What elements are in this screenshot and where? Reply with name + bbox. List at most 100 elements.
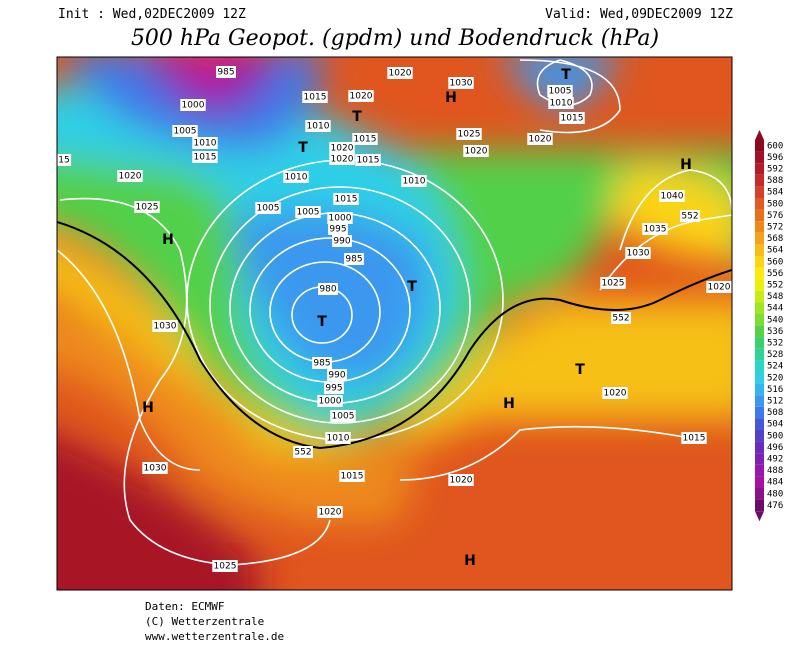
colorbar-label: 576 [767,211,783,221]
colorbar-label: 592 [767,165,783,175]
colorbar-swatch [755,395,764,407]
colorbar-label: 540 [767,315,783,325]
isobar-label: 15 [58,156,69,166]
colorbar-swatch [755,441,764,454]
isobar-label-box [255,202,281,214]
isobar-label: 985 [313,359,330,369]
isobar-label-box [302,91,328,103]
geopotential-field [57,57,732,590]
isobar-label: 1020 [331,144,354,154]
isobar-label-box [456,128,482,140]
isobar-label-box [57,154,72,166]
pressure-center: T [575,362,585,378]
isobar-label: 1020 [319,508,342,518]
colorbar-swatch [755,209,764,222]
isobar-label-box [134,201,160,213]
isobar-label-box [448,77,474,89]
isobar-label: 552 [681,212,698,222]
isobar-label: 1020 [604,389,627,399]
isobar-label: 980 [319,285,336,295]
pressure-center: H [142,400,154,416]
isobar-label-box [192,137,218,149]
colorbar-label: 588 [767,176,783,186]
isobar-label-box [327,369,347,381]
footer-source: Daten: ECMWF [145,600,224,613]
isobar-label: 1005 [549,87,572,97]
isobar-label-box [117,170,143,182]
isobar-label: 1020 [450,476,473,486]
isobar-label-box [680,210,700,222]
colorbar-label: 584 [767,188,783,198]
colorbar-swatch [755,267,764,280]
colorbar-label: 528 [767,350,783,360]
isobar-label: 990 [328,371,345,381]
isobar-label: 1015 [335,195,358,205]
isobar-label: 1015 [304,93,327,103]
isobar-label-box [330,410,356,422]
isobar-label: 1020 [119,172,142,182]
isobar-label-box [329,153,355,165]
colorbar-swatch [755,348,764,361]
isobar-label: 990 [333,237,350,247]
pressure-center: T [298,140,308,156]
isobar-label: 1035 [644,225,667,235]
colorbar-swatch [755,174,764,187]
colorbar: 6005965925885845805765725685645605565525… [755,130,783,522]
colorbar-swatch [755,383,764,396]
isobar-label-box [305,120,331,132]
isobar-label-box [142,462,168,474]
colorbar-label: 504 [767,420,783,430]
isobar-label: 1020 [529,135,552,145]
isobar-label-box [212,560,238,572]
colorbar-swatch [755,221,764,233]
isobar-label: 1030 [450,79,473,89]
isobar-label-box [348,90,374,102]
colorbar-swatch [755,290,764,303]
isobar-label-box [332,235,352,247]
isobar-label: 1005 [257,204,280,214]
isobar-label: 1020 [331,155,354,165]
isobar-label: 1010 [307,122,330,132]
isobar-label: 995 [329,225,346,235]
colorbar-label: 572 [767,223,783,233]
colorbar-swatch [755,198,764,210]
colorbar-swatch [755,430,764,442]
isobars [57,59,732,566]
map-frame [56,56,733,591]
isobar-label: 1015 [341,472,364,482]
isobar-label-box [681,432,707,444]
isobar-label-box [355,154,381,166]
isobar-label: 1020 [350,92,373,102]
isobar-label-box [659,190,685,202]
colorbar-label: 492 [767,455,783,465]
isobar-label: 985 [217,68,234,78]
isobar-label-box [324,382,344,394]
map-labels: 985100010051010101510201025H1030H1030102… [57,66,732,572]
pressure-center: T [561,67,571,83]
isobar-label-box [318,283,338,295]
colorbar-swatch [755,418,764,430]
isobar-label: 1030 [154,322,177,332]
isobar-label: 1020 [389,69,412,79]
footer-copyright: (C) Wetterzentrale [145,615,264,628]
isobar-label: 1010 [327,434,350,444]
isobar-label-box [625,247,651,259]
isobar-label: 1025 [136,203,159,213]
isobar-label: 1040 [661,192,684,202]
isobar-label-box [527,133,553,145]
isobar-label-box [317,395,343,407]
isobar-label-box [312,357,332,369]
isobar-label-box [216,66,236,78]
colorbar-label: 476 [767,501,783,511]
isobar-label: 1005 [332,412,355,422]
colorbar-swatch [755,453,764,465]
colorbar-swatch [755,140,764,152]
colorbar-label: 564 [767,246,783,256]
pressure-center: H [680,157,692,173]
isobar-label-box [328,223,348,235]
colorbar-label: 512 [767,397,783,407]
colorbar-swatch [755,232,764,245]
colorbar-label: 568 [767,234,783,244]
footer-url: www.wetterzentrale.de [145,630,284,643]
isobar-label-box [317,506,343,518]
